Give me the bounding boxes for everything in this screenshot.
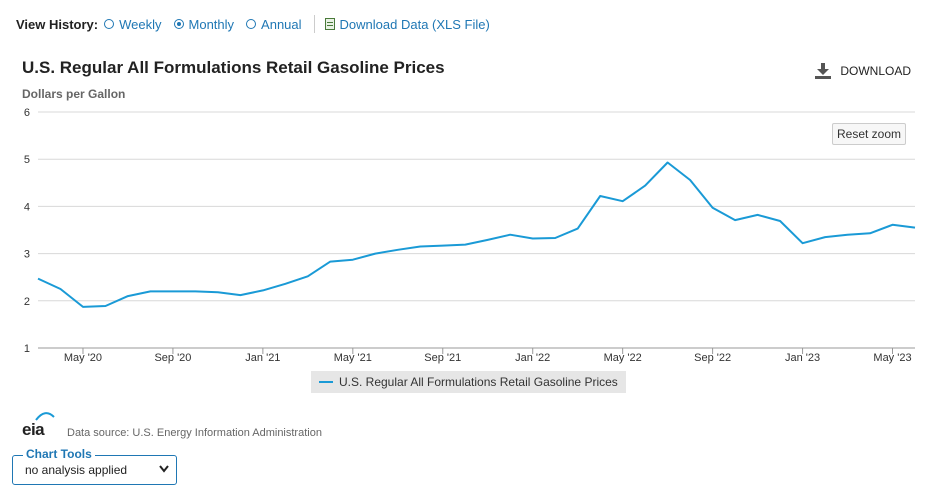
x-tick-label: Jan '22	[515, 352, 550, 364]
legend-swatch	[319, 381, 333, 383]
x-tick-label: Jan '21	[245, 352, 280, 364]
y-tick-label: 6	[24, 107, 30, 119]
series-line[interactable]	[38, 163, 915, 307]
x-tick-label: May '23	[873, 352, 911, 364]
x-tick-label: May '20	[64, 352, 102, 364]
y-tick-label: 5	[24, 154, 30, 166]
data-source-text: Data source: U.S. Energy Information Adm…	[67, 427, 322, 439]
x-tick-label: Jan '23	[785, 352, 820, 364]
eia-logo: eia	[22, 420, 44, 440]
y-tick-label: 4	[24, 201, 30, 213]
chevron-down-icon[interactable]	[159, 465, 169, 473]
y-tick-label: 2	[24, 296, 30, 308]
y-tick-label: 1	[24, 343, 30, 355]
y-tick-layer: 1 2 3 4 5 6	[24, 107, 30, 355]
chart-tools-select[interactable]: no analysis applied	[25, 463, 127, 477]
series-layer	[38, 162, 915, 306]
legend-series-label[interactable]: U.S. Regular All Formulations Retail Gas…	[339, 375, 618, 389]
reset-zoom-button[interactable]: Reset zoom	[832, 123, 906, 145]
chart-tools-label: Chart Tools	[23, 447, 95, 461]
grid-layer	[38, 112, 915, 348]
x-tick-label: May '21	[334, 352, 372, 364]
x-tick-label: Sep '20	[154, 352, 191, 364]
x-tick-label: Sep '22	[694, 352, 731, 364]
y-tick-label: 3	[24, 249, 30, 261]
x-tick-layer: May '20 Sep '20 Jan '21 May '21 Sep '21 Jan '…	[64, 348, 912, 364]
chart-tools-box: Chart Tools no analysis applied	[12, 455, 177, 485]
x-tick-label: May '22	[604, 352, 642, 364]
x-tick-label: Sep '21	[424, 352, 461, 364]
chart-legend[interactable]: U.S. Regular All Formulations Retail Gas…	[311, 371, 626, 393]
